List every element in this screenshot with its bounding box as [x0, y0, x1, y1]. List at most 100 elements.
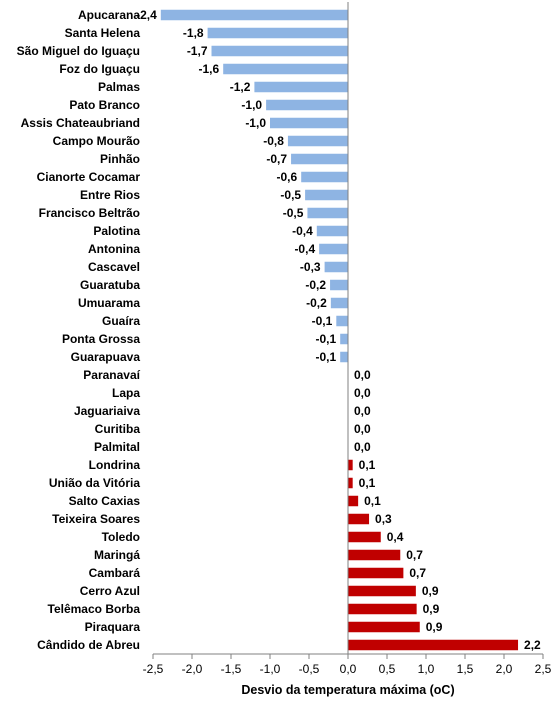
bar	[207, 27, 348, 39]
bar	[348, 603, 417, 615]
category-label: São Miguel do Iguaçu	[17, 44, 140, 58]
value-label: -0,6	[277, 170, 298, 184]
bar	[291, 153, 348, 165]
category-label: Entre Rios	[80, 188, 140, 202]
category-label: Palmas	[98, 80, 140, 94]
value-label: 0,0	[354, 368, 371, 382]
value-label: -0,4	[292, 224, 313, 238]
value-label: -2,4	[136, 8, 157, 22]
category-label: Cascavel	[88, 260, 140, 274]
value-label: -1,6	[199, 62, 220, 76]
value-label: -0,4	[294, 242, 315, 256]
category-label: Curitiba	[95, 422, 141, 436]
x-tick-label: -1,5	[221, 662, 242, 676]
bar	[336, 315, 348, 327]
bar	[270, 117, 348, 129]
bar	[348, 639, 519, 651]
x-axis-title: Desvio da temperatura máxima (oC)	[241, 683, 454, 697]
category-label: Cambará	[89, 566, 141, 580]
bar	[348, 495, 359, 507]
x-tick-label: 1,5	[457, 662, 474, 676]
category-labels-group: Apucarana Santa Helena São Miguel do Iguaç…	[17, 8, 141, 652]
category-label: Pato Branco	[69, 98, 140, 112]
value-label: -0,1	[312, 314, 333, 328]
value-label: -1,0	[245, 116, 266, 130]
category-label: Francisco Beltrão	[39, 206, 140, 220]
category-label: Guaratuba	[80, 278, 140, 292]
value-label: -1,7	[187, 44, 208, 58]
category-label: Campo Mourão	[53, 134, 140, 148]
bar	[211, 45, 348, 57]
value-label: -0,5	[283, 206, 304, 220]
x-tick-label: -0,5	[299, 662, 320, 676]
category-label: Paranavaí	[83, 368, 140, 382]
x-tick-label: -2,0	[182, 662, 203, 676]
value-label: -1,8	[183, 26, 204, 40]
category-label: Foz do Iguaçu	[59, 62, 140, 76]
x-ticks-group: -2,5 -2,0 -1,5 -1,0 -0,5 0,0 0,5 1,0 1,5 2,0 2,5	[143, 654, 552, 676]
value-label: 0,9	[422, 584, 439, 598]
value-label: 0,1	[364, 494, 381, 508]
value-label: 0,1	[359, 458, 376, 472]
value-label: -0,7	[266, 152, 287, 166]
x-tick-label: 0,5	[379, 662, 396, 676]
x-tick-label: 0,0	[340, 662, 357, 676]
value-label: 2,2	[524, 638, 541, 652]
category-label: Antonina	[88, 242, 140, 256]
value-label: 0,0	[354, 404, 371, 418]
category-label: Apucarana	[78, 8, 140, 22]
bar	[348, 567, 404, 579]
category-label: Telêmaco Borba	[48, 602, 141, 616]
bar	[348, 477, 353, 489]
category-label: Guaíra	[102, 314, 140, 328]
bar	[266, 99, 348, 111]
x-tick-label: 1,0	[418, 662, 435, 676]
bar	[340, 333, 348, 345]
bar	[223, 63, 348, 75]
value-label: -0,2	[305, 278, 326, 292]
category-label: Cândido de Abreu	[37, 638, 140, 652]
value-label: 0,3	[375, 512, 392, 526]
value-label: 0,0	[354, 422, 371, 436]
category-label: Palmital	[94, 440, 140, 454]
bar	[330, 279, 348, 291]
category-label: Lapa	[112, 386, 140, 400]
value-label: -0,2	[306, 296, 327, 310]
category-label: Teixeira Soares	[52, 512, 140, 526]
category-label: Salto Caxias	[69, 494, 141, 508]
bar	[348, 459, 353, 471]
value-label: 0,4	[387, 530, 404, 544]
category-label: Assis Chateaubriand	[21, 116, 140, 130]
bar	[287, 135, 348, 147]
value-label: 0,0	[354, 440, 371, 454]
value-label: -1,0	[241, 98, 262, 112]
value-label: 0,7	[406, 548, 423, 562]
category-label: Piraquara	[85, 620, 141, 634]
bars-group	[160, 9, 519, 651]
bar	[348, 531, 381, 543]
bar	[340, 351, 348, 363]
value-label: -1,2	[230, 80, 251, 94]
category-label: Londrina	[89, 458, 141, 472]
bar	[348, 549, 401, 561]
bar	[324, 261, 348, 273]
value-label: -0,1	[316, 350, 337, 364]
bar	[319, 243, 348, 255]
bar	[305, 189, 348, 201]
category-label: Cerro Azul	[80, 584, 140, 598]
value-label: -0,1	[316, 332, 337, 346]
value-label: -0,3	[300, 260, 321, 274]
category-label: Cianorte Cocamar	[37, 170, 141, 184]
value-label: 0,7	[409, 566, 426, 580]
category-label: Maringá	[94, 548, 140, 562]
category-label: Pinhão	[100, 152, 140, 166]
value-label: 0,0	[354, 386, 371, 400]
category-label: Ponta Grossa	[62, 332, 140, 346]
category-label: Santa Helena	[65, 26, 141, 40]
value-label: -0,5	[280, 188, 301, 202]
category-label: Guarapuava	[71, 350, 141, 364]
value-label: 0,1	[359, 476, 376, 490]
value-label: 0,9	[426, 620, 443, 634]
category-label: União da Vitória	[49, 476, 140, 490]
